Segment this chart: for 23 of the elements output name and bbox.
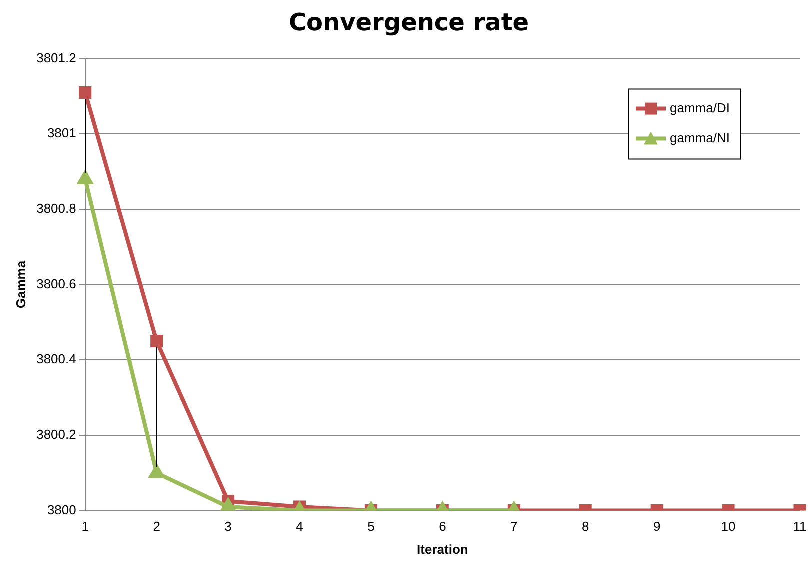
- legend-label: gamma/NI: [670, 130, 730, 146]
- x-tick-label: 2: [153, 519, 160, 534]
- y-axis-title: Gamma: [13, 260, 28, 309]
- legend-label: gamma/DI: [670, 100, 730, 116]
- x-tick-label: 1: [82, 519, 89, 534]
- y-tick-label: 3800.4: [36, 352, 76, 367]
- y-tick-label: 3800: [47, 502, 76, 518]
- x-tick-label: 9: [653, 519, 661, 534]
- x-tick-label: 6: [439, 519, 446, 534]
- y-tick-label: 3800.2: [36, 427, 76, 442]
- x-tick-label: 11: [793, 519, 807, 534]
- x-tick-label: 5: [368, 519, 375, 534]
- x-tick-label: 10: [721, 519, 736, 534]
- y-tick-label: 3801.2: [36, 50, 76, 66]
- y-tick-label: 3801: [47, 126, 76, 141]
- x-tick-label: 7: [510, 519, 518, 534]
- chart-title: Convergence rate: [288, 8, 530, 37]
- x-tick-label: 3: [224, 519, 232, 534]
- y-tick-label: 3800.6: [36, 276, 76, 292]
- y-tick-label: 3800.8: [36, 201, 76, 216]
- x-axis-title: Iteration: [417, 542, 468, 557]
- x-tick-label: 8: [582, 519, 590, 534]
- x-tick-label: 4: [296, 519, 304, 534]
